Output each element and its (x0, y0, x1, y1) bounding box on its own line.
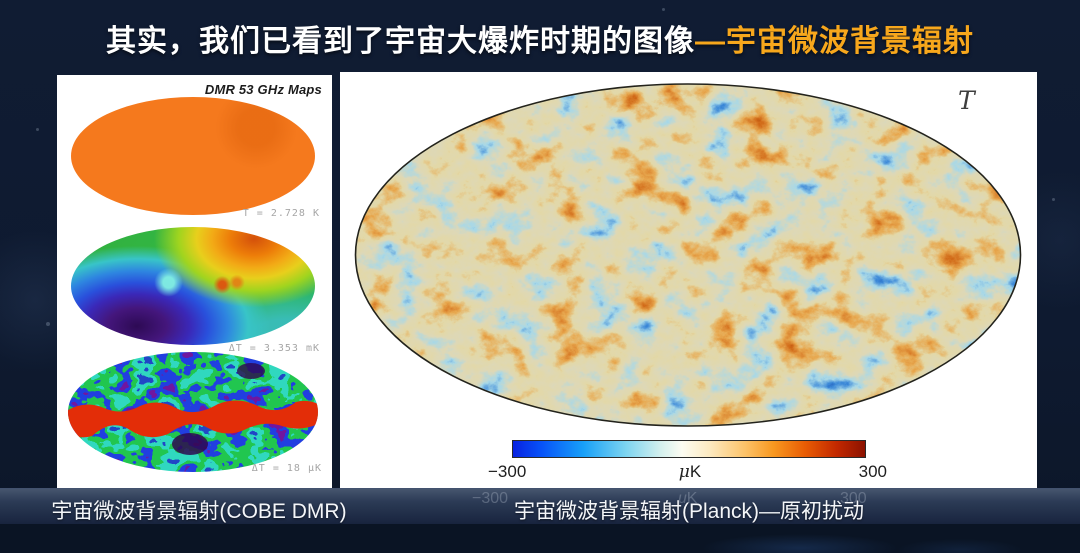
ghost-colorbar-min-label: −300 (472, 490, 509, 507)
dmr-maps-header: DMR 53 GHz Maps (204, 82, 322, 97)
anisotropy-map (68, 352, 318, 472)
cobe-panel: DMR 53 GHz Maps T = 2.728 K ΔT = 3.353 m… (57, 75, 332, 488)
temperature-corner-label: T (958, 86, 975, 115)
colorbar-unit-label: μK (670, 462, 710, 482)
star-speck (36, 128, 39, 131)
slide-title-accent: —宇宙微波背景辐射 (695, 25, 974, 58)
planck-caption: 宇宙微波背景辐射(Planck)—原初扰动 (513, 500, 865, 523)
monopole-map (71, 97, 315, 215)
star-speck (46, 322, 50, 326)
mu-symbol: μ (678, 462, 690, 482)
dipole-caption: ΔT = 3.353 mK (228, 343, 320, 354)
star-speck (1052, 198, 1055, 201)
monopole-caption: T = 2.728 K (242, 208, 320, 219)
caption-bar: −300 μK 300 宇宙微波背景辐射(COBE DMR) 宇宙微波背景辐射(… (0, 488, 1080, 524)
star-speck (662, 8, 665, 11)
temperature-colorbar (512, 440, 866, 458)
cobe-caption: 宇宙微波背景辐射(COBE DMR) (51, 500, 347, 523)
planck-panel: T −300 μK 300 (340, 72, 1037, 488)
kelvin-symbol: K (689, 462, 702, 481)
ghost-colorbar-unit-label: μK (678, 490, 698, 507)
anisotropy-caption: ΔT = 18 μK (251, 463, 322, 474)
planck-cmb-map (354, 83, 1022, 427)
colorbar-min-label: −300 (488, 462, 527, 481)
bottom-strip (0, 524, 1080, 553)
ghost-colorbar-max-label: 300 (840, 490, 867, 507)
slide-title-main: 其实，我们已看到了宇宙大爆炸时期的图像 (106, 25, 695, 58)
colorbar-max-label: 300 (858, 462, 887, 481)
dipole-map (71, 227, 315, 345)
slide-title: 其实，我们已看到了宇宙大爆炸时期的图像—宇宙微波背景辐射 (0, 16, 1080, 60)
